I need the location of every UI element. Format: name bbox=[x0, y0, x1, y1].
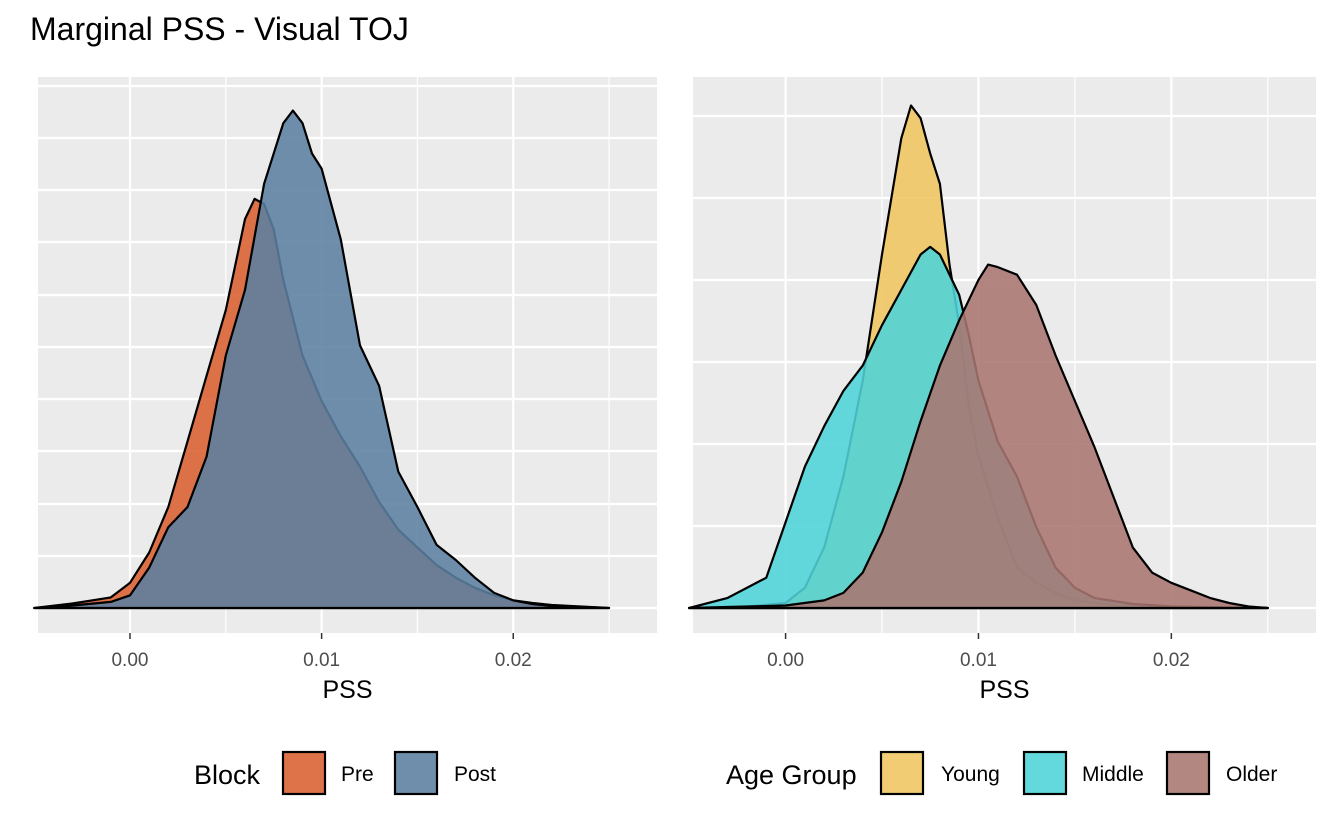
x-tick-label: 0.02 bbox=[1153, 650, 1190, 671]
x-axis-label: PSS bbox=[979, 676, 1029, 704]
legend-title: Block bbox=[194, 760, 261, 790]
x-tick-label: 0.02 bbox=[495, 650, 532, 671]
x-axis-label: PSS bbox=[322, 676, 372, 704]
legend-key-post bbox=[393, 750, 439, 796]
figure-title: Marginal PSS - Visual TOJ bbox=[30, 11, 409, 47]
density-area-older bbox=[688, 263, 1269, 610]
x-tick-label: 0.01 bbox=[960, 650, 997, 671]
legend-title: Age Group bbox=[726, 760, 857, 790]
legend-key-older bbox=[1165, 750, 1211, 796]
panel-age-group: 0.00 0.01 0.02 PSS bbox=[688, 77, 1316, 704]
legend-label-pre: Pre bbox=[341, 763, 374, 786]
legend-label-older: Older bbox=[1226, 763, 1277, 786]
legend-block: Block Pre Post bbox=[194, 750, 496, 796]
legend-label-young: Young bbox=[941, 763, 1000, 786]
legend-key-middle bbox=[1022, 750, 1068, 796]
x-tick-label: 0.00 bbox=[111, 650, 148, 671]
legend-label-post: Post bbox=[454, 763, 496, 786]
panel-block: 0.00 0.01 0.02 PSS bbox=[33, 77, 657, 704]
x-tick-label: 0.01 bbox=[303, 650, 340, 671]
density-area-post bbox=[33, 109, 611, 610]
legend-label-middle: Middle bbox=[1082, 763, 1144, 786]
legend-key-young bbox=[879, 750, 925, 796]
x-tick-label: 0.00 bbox=[767, 650, 804, 671]
legend-key-pre bbox=[281, 750, 327, 796]
legend-age-group: Age Group Young Middle Older bbox=[726, 750, 1277, 796]
